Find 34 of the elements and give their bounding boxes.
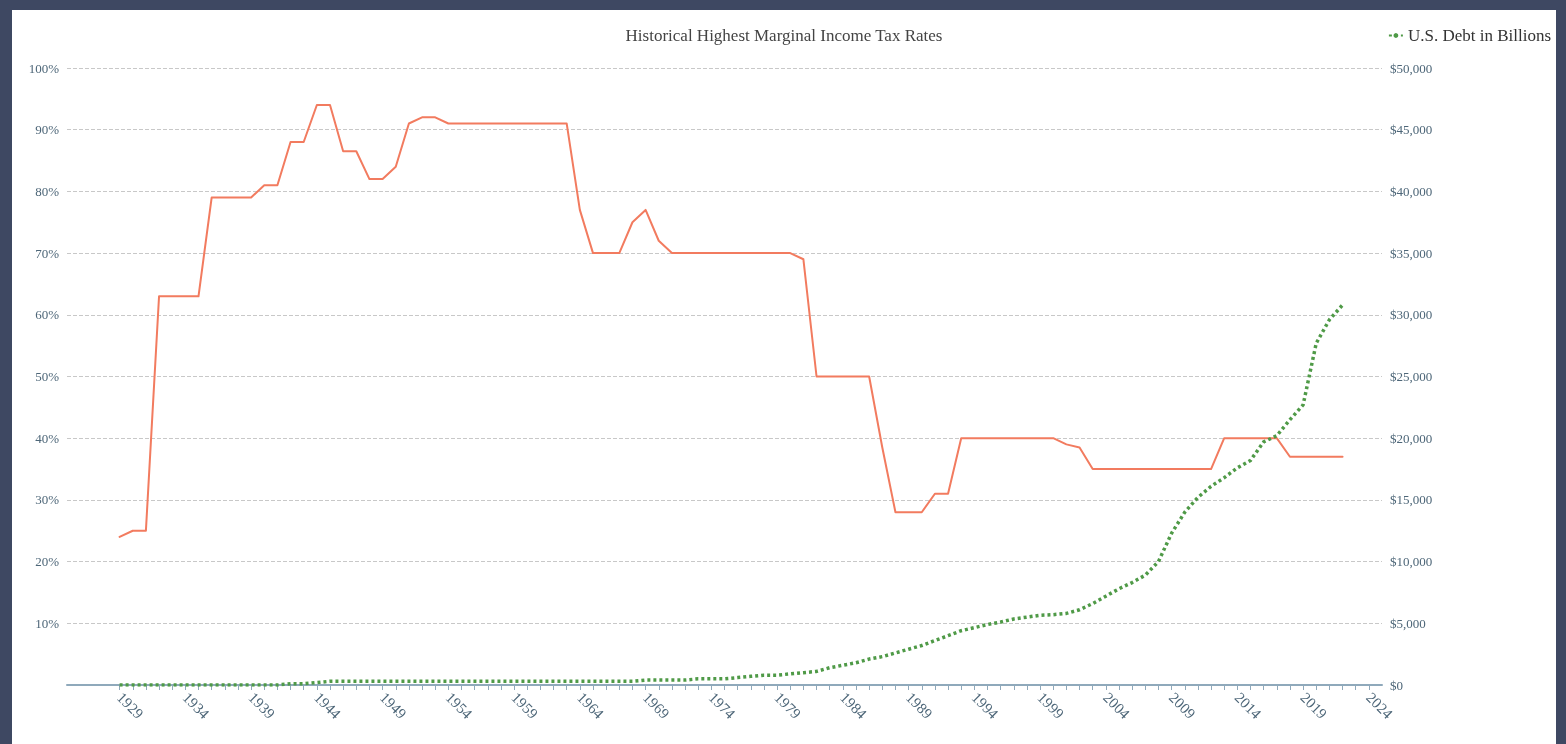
x-tick-label: 1929	[113, 689, 147, 722]
line-series	[118, 104, 1344, 538]
x-tick-label: 1999	[1034, 689, 1067, 722]
x-tick-label: 1939	[245, 689, 278, 722]
y-tick-label: 10%	[35, 615, 60, 631]
y2-tick-label: $0	[1390, 677, 1403, 693]
y-tick-label: 100%	[28, 60, 60, 76]
x-tick-label: 1979	[771, 689, 804, 722]
x-tick-label: 1989	[902, 689, 936, 722]
y2-tick-label: $30,000	[1390, 307, 1433, 323]
y-tick-label: 60%	[35, 307, 60, 323]
y2-tick-label: $40,000	[1390, 183, 1433, 199]
y-tick-label: 80%	[35, 183, 60, 199]
y2-tick-label: $50,000	[1390, 60, 1433, 76]
y2-tick-label: $45,000	[1390, 122, 1433, 138]
y-tick-label: 50%	[35, 369, 60, 384]
y2-tick-label: $10,000	[1390, 554, 1433, 570]
y-tick-label: 20%	[35, 554, 60, 570]
x-tick-label: 1959	[508, 689, 541, 722]
y2-tick-label: $5,000	[1390, 615, 1426, 631]
y2-tick-label: $20,000	[1390, 430, 1433, 446]
y-tick-label: 90%	[35, 122, 60, 138]
y2-tick-label: $25,000	[1390, 369, 1433, 384]
line-series	[117, 303, 1345, 687]
y-tick-label: 40%	[35, 430, 60, 446]
y-tick-label: 30%	[35, 492, 60, 508]
y-tick-label: 70%	[35, 245, 60, 261]
chart-title: Historical Highest Marginal Income Tax Rates	[625, 26, 943, 45]
y2-tick-label: $15,000	[1390, 492, 1433, 508]
legend-label: U.S. Debt in Billions	[1407, 26, 1552, 45]
x-tick-label: 1969	[639, 689, 673, 722]
x-tick-label: 1949	[376, 689, 410, 722]
y2-tick-label: $35,000	[1390, 245, 1433, 261]
x-tick-label: 2019	[1297, 689, 1330, 722]
